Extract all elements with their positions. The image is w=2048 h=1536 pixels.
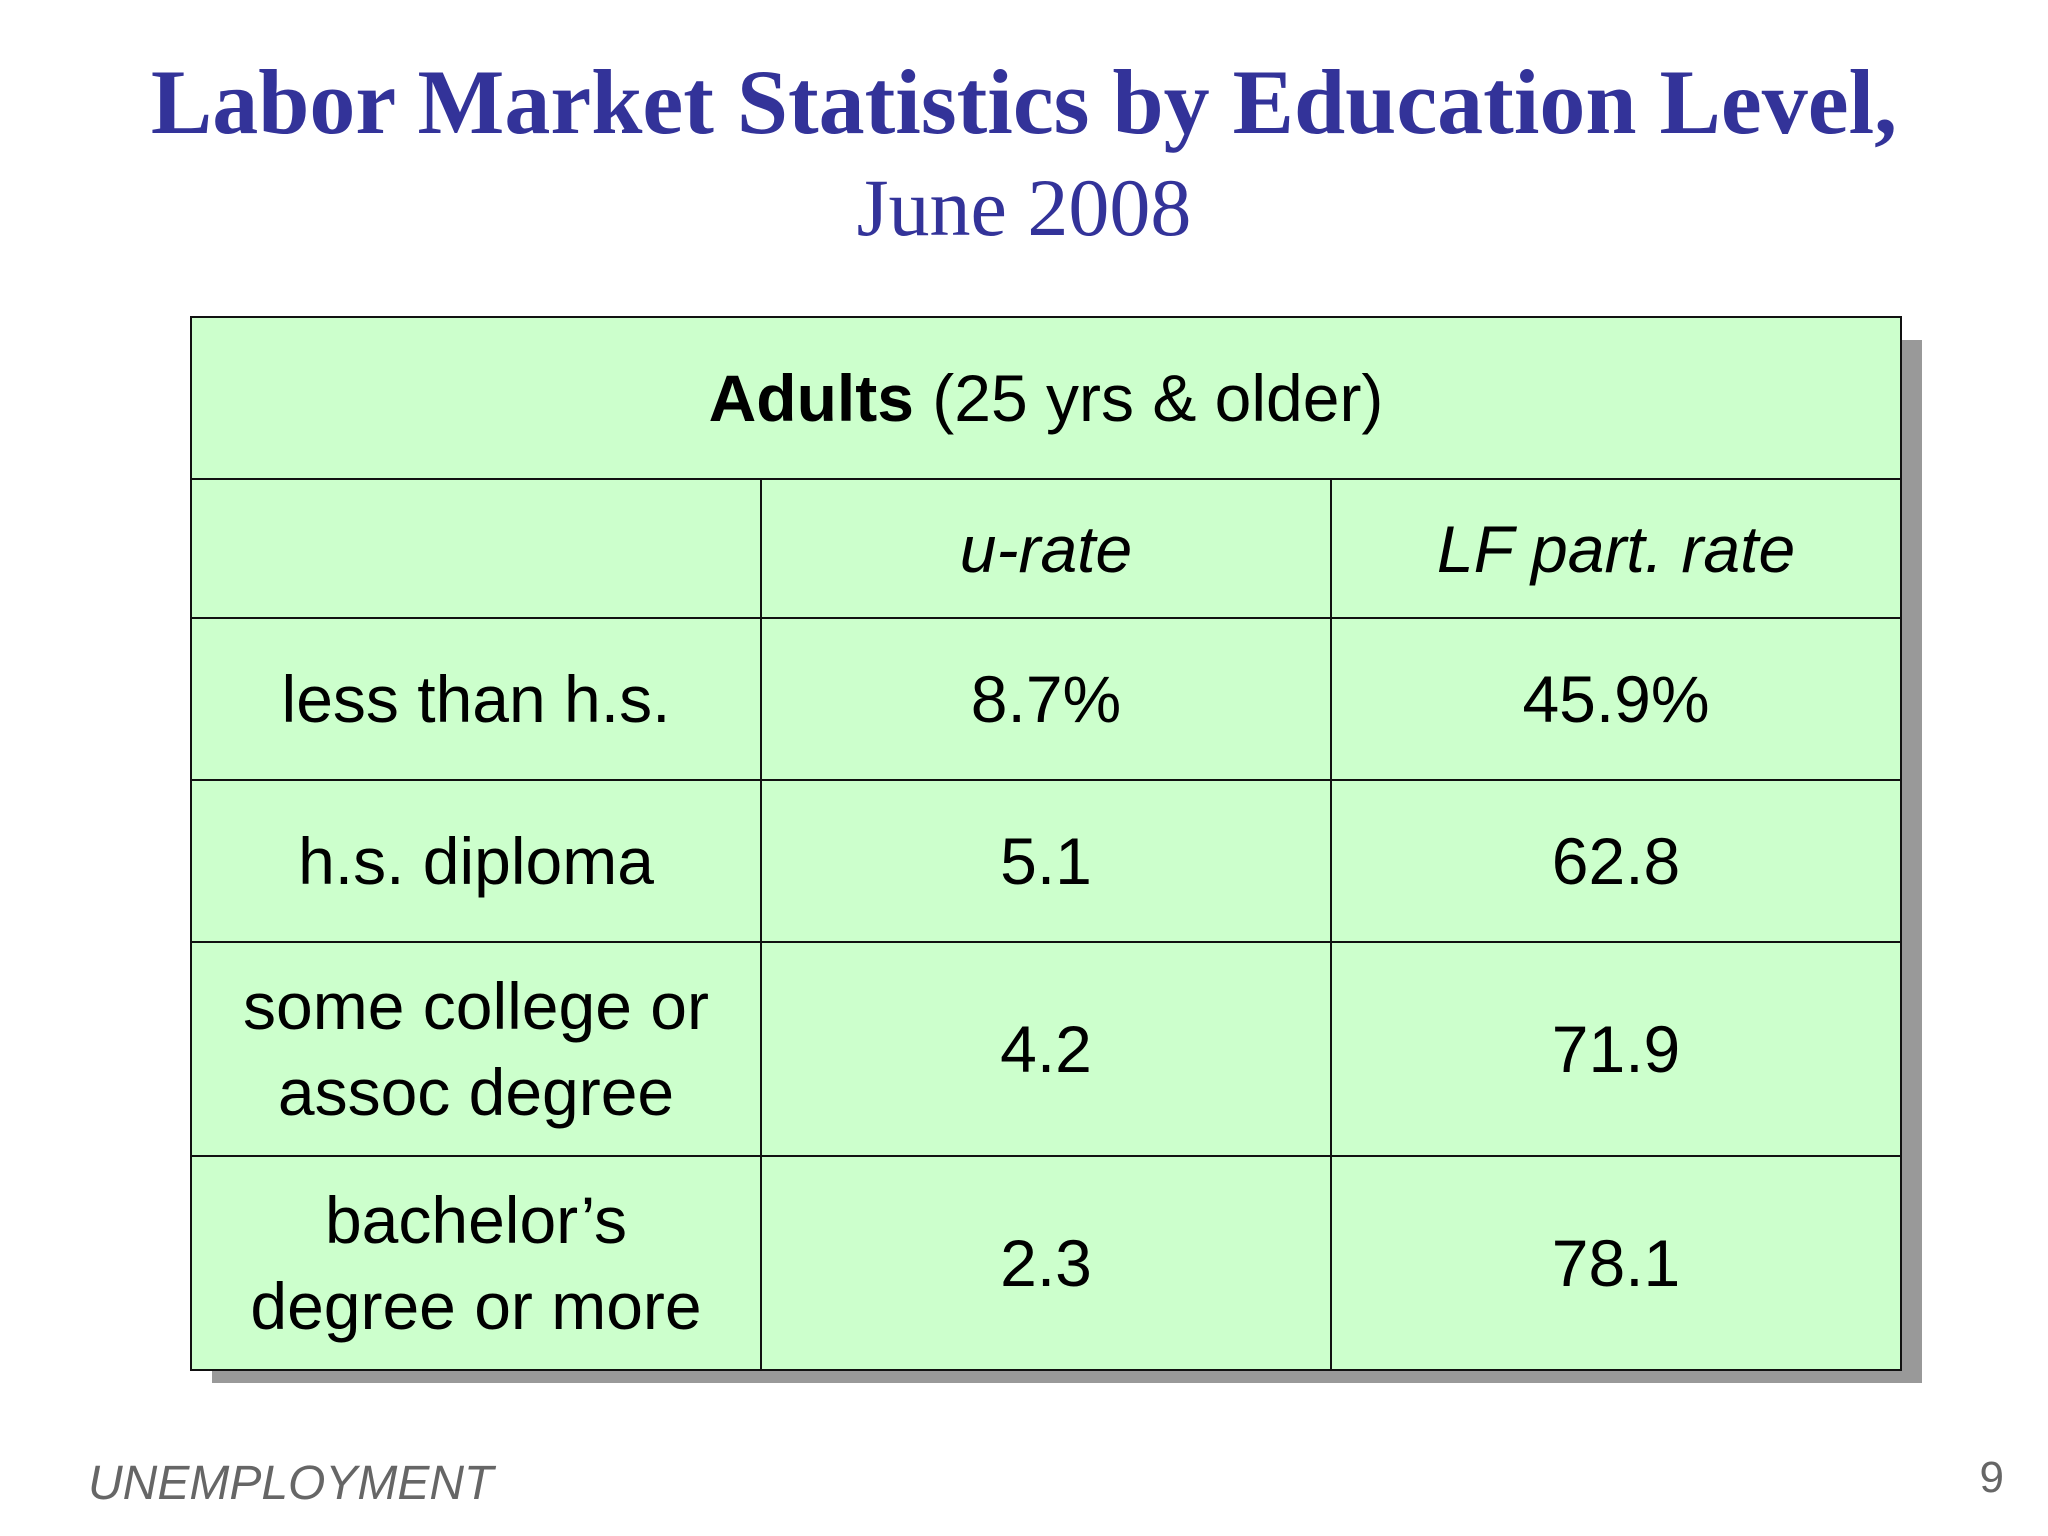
- u-rate-cell: 5.1: [760, 779, 1332, 943]
- slide-title: Labor Market Statistics by Education Lev…: [150, 51, 1898, 153]
- row-label: some college or assoc degree: [190, 941, 762, 1157]
- table-row: h.s. diploma 5.1 62.8: [190, 779, 1903, 943]
- lf-rate-cell: 71.9: [1329, 941, 1903, 1157]
- footer-section-label: UNEMPLOYMENT: [88, 1457, 494, 1510]
- slide-subtitle: June 2008: [856, 162, 1192, 253]
- column-header-empty: [190, 478, 762, 619]
- group-header-detail: (25 yrs & older): [913, 361, 1384, 435]
- page-number: 9: [1979, 1453, 2004, 1502]
- u-rate-cell: 4.2: [760, 941, 1332, 1157]
- lf-rate-cell: 78.1: [1329, 1155, 1903, 1371]
- group-header-bold: Adults: [708, 361, 914, 435]
- table-row: bachelor’s degree or more 2.3 78.1: [190, 1155, 1903, 1371]
- table-group-header-row: Adults (25 yrs & older): [189, 316, 1903, 480]
- statistics-table: Adults (25 yrs & older) u-rate LF part. …: [189, 316, 1903, 1371]
- row-label: less than h.s.: [190, 617, 762, 781]
- row-label: h.s. diploma: [190, 779, 762, 943]
- table-row: some college or assoc degree 4.2 71.9: [190, 941, 1903, 1157]
- table-column-header-row: u-rate LF part. rate: [190, 478, 1903, 619]
- column-header-u-rate: u-rate: [760, 478, 1332, 619]
- lf-rate-cell: 62.8: [1329, 779, 1903, 943]
- u-rate-cell: 8.7%: [760, 617, 1332, 781]
- row-label: bachelor’s degree or more: [190, 1155, 762, 1371]
- u-rate-cell: 2.3: [760, 1155, 1332, 1371]
- column-header-lf-part-rate: LF part. rate: [1329, 478, 1903, 619]
- table-row: less than h.s. 8.7% 45.9%: [190, 617, 1903, 781]
- group-header-cell: Adults (25 yrs & older): [189, 316, 1903, 480]
- lf-rate-cell: 45.9%: [1329, 617, 1903, 781]
